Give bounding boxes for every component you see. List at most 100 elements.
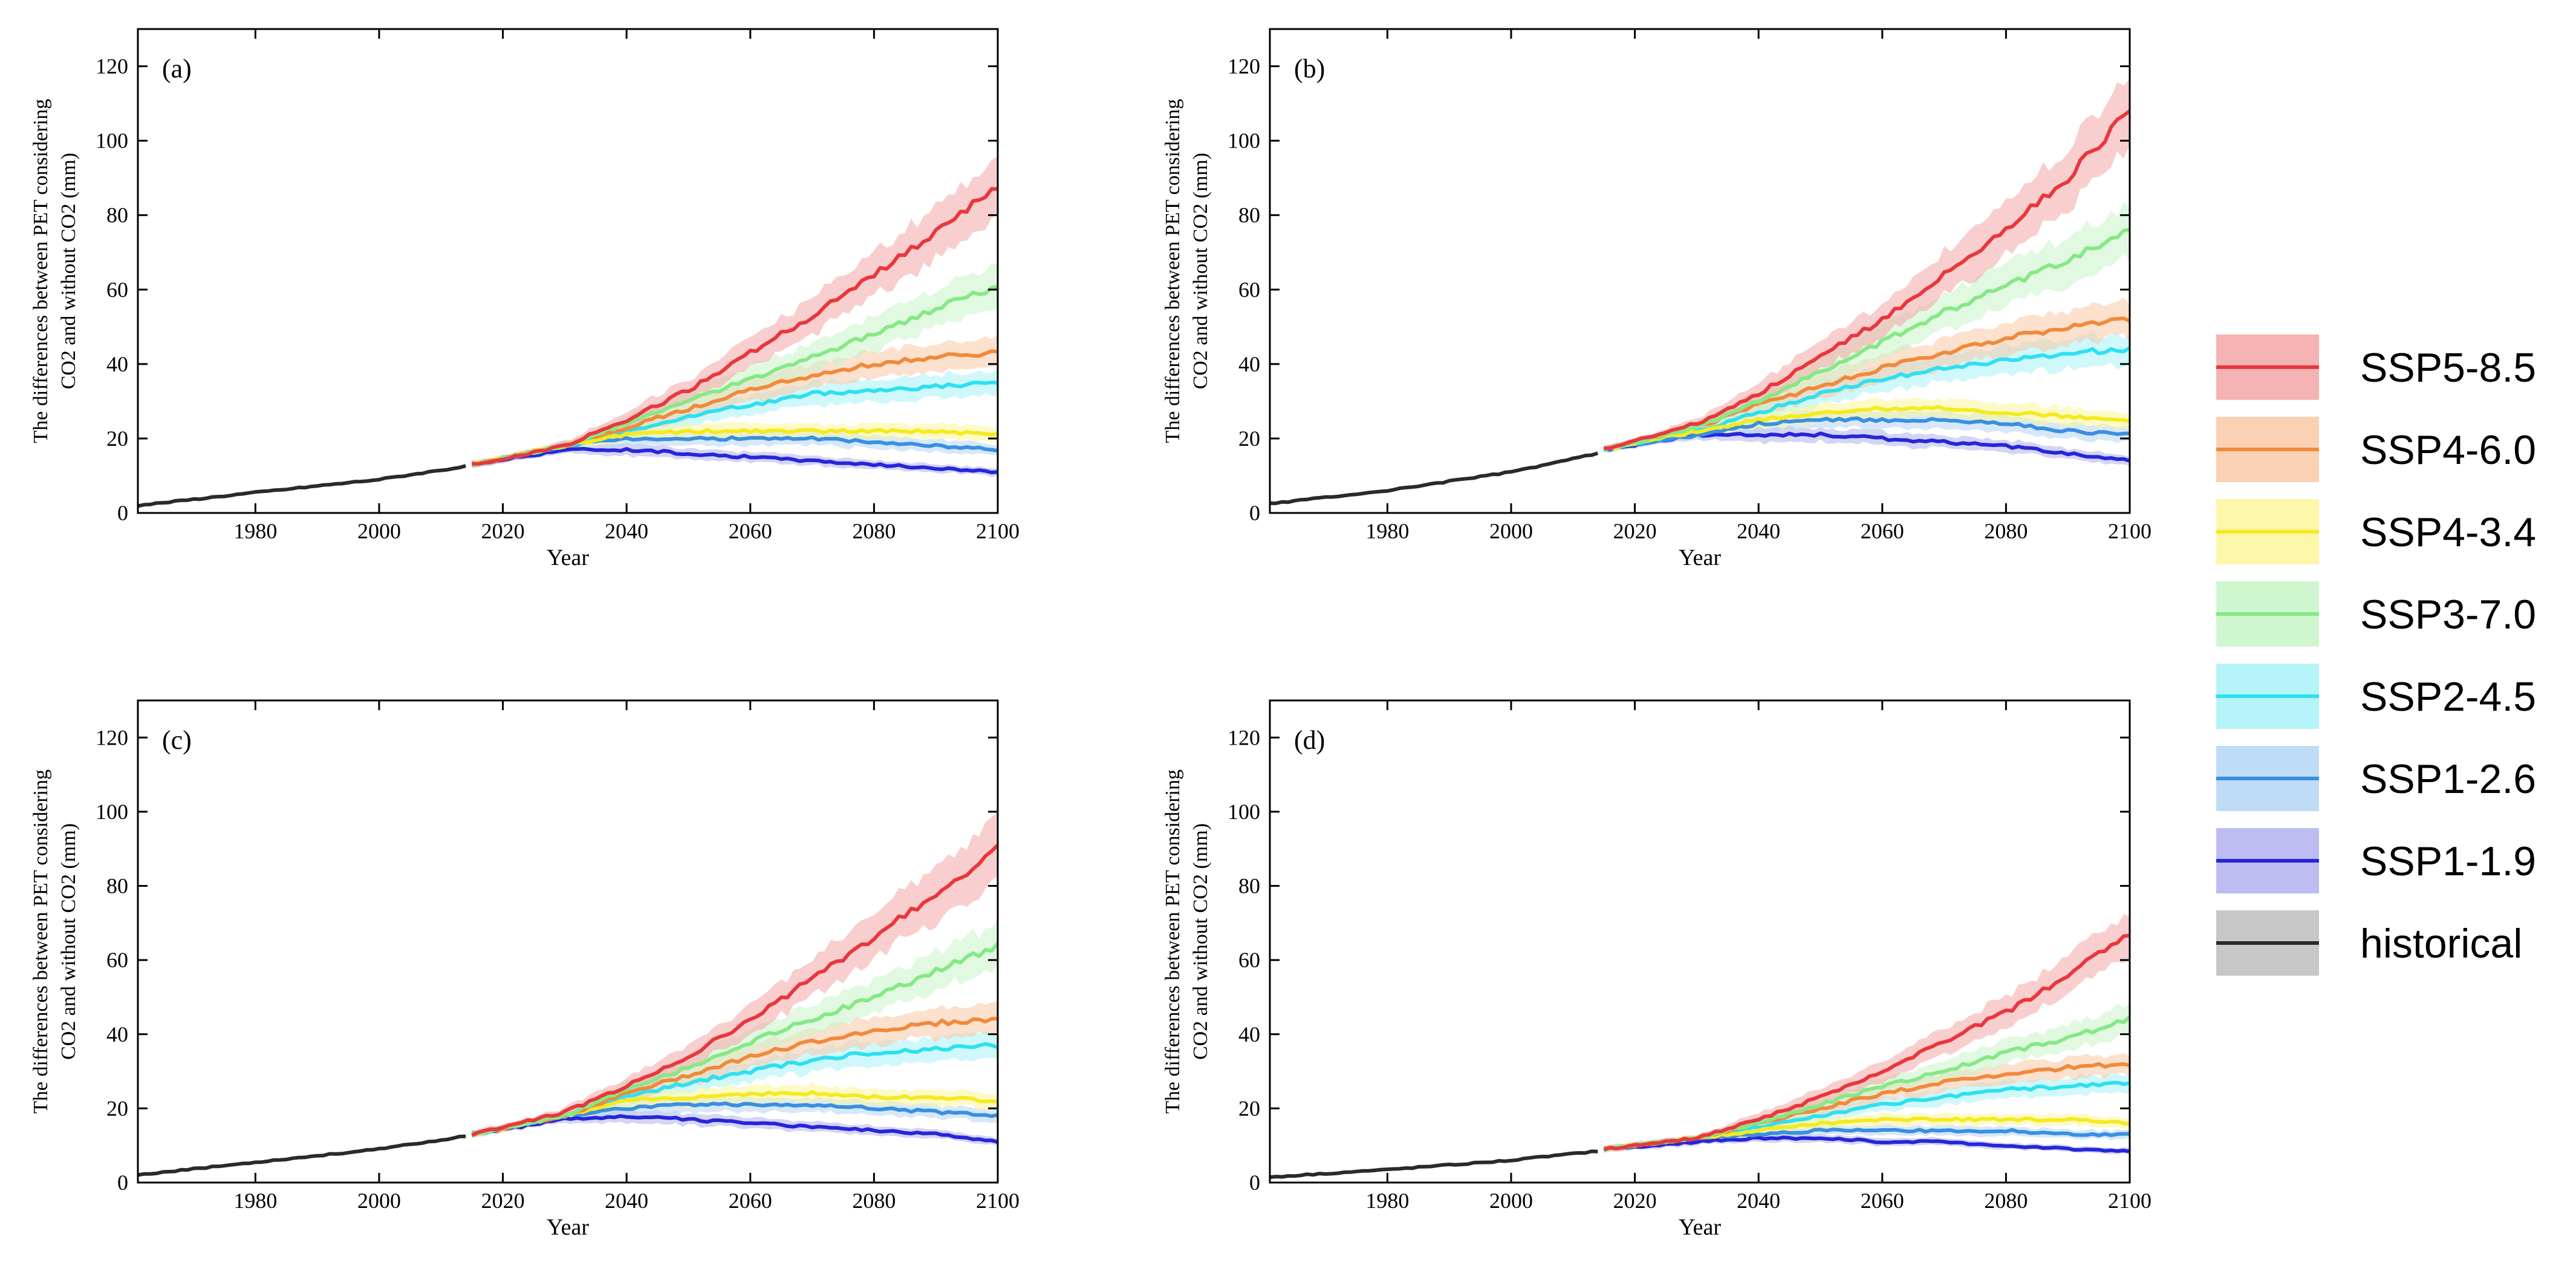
band-ssp4-3-4 xyxy=(1604,1112,2130,1152)
y-tick-label: 100 xyxy=(96,800,128,824)
x-tick-label: 1980 xyxy=(1365,1189,1409,1213)
y-tick-label: 60 xyxy=(1238,278,1260,302)
series-line-historical xyxy=(1270,451,1599,506)
y-tick-label: 120 xyxy=(1228,725,1260,749)
x-tick-label: 2020 xyxy=(481,519,525,543)
x-axis-label: Year xyxy=(1679,1215,1721,1240)
x-tick-label: 2100 xyxy=(2108,519,2152,543)
y-axis-label-line1: The differences between PET considering xyxy=(1162,99,1184,443)
y-tick-label: 80 xyxy=(106,203,128,227)
series-line-historical xyxy=(138,1134,466,1177)
legend-label: SSP5-8.5 xyxy=(2360,345,2536,391)
chart-panel-a: 1980 2000 2020 2040 2060 2080 2100020406080100… xyxy=(30,28,1020,570)
y-tick-label: 0 xyxy=(1249,1170,1260,1195)
x-axis-label: Year xyxy=(547,1215,589,1240)
x-tick-label: 2020 xyxy=(481,1189,525,1213)
x-tick-label: 2080 xyxy=(1984,519,2028,543)
axes-frame xyxy=(137,28,999,514)
y-tick-label: 0 xyxy=(117,501,128,525)
y-tick-label: 100 xyxy=(1228,129,1260,153)
y-tick-label: 120 xyxy=(96,725,128,749)
legend-label: SSP4-6.0 xyxy=(2360,427,2536,473)
y-tick-label: 40 xyxy=(106,352,128,376)
series-line-ssp3-7-0 xyxy=(471,942,998,1137)
legend-label: SSP2-4.5 xyxy=(2360,674,2536,720)
y-tick-label: 60 xyxy=(1238,948,1260,972)
legend-label: SSP4-3.4 xyxy=(2360,509,2536,555)
y-axis-label-line2: CO2 and without CO2 (mm) xyxy=(1189,823,1212,1060)
series-line-historical xyxy=(1270,1149,1598,1180)
legend-label: historical xyxy=(2360,921,2522,967)
legend-item-ssp5-8-5: SSP5-8.5 xyxy=(2216,335,2536,400)
plot-area xyxy=(1270,79,2130,506)
x-tick-label: 2100 xyxy=(2108,1189,2152,1213)
y-tick-label: 20 xyxy=(1238,426,1260,451)
x-tick-label: 2060 xyxy=(1861,519,1904,543)
x-tick-label: 2020 xyxy=(1613,1189,1657,1213)
x-tick-label: 2040 xyxy=(1737,1189,1780,1213)
panels: 1980 2000 2020 2040 2060 2080 2100020406080100… xyxy=(30,28,2152,1240)
y-axis-label-line2: CO2 and without CO2 (mm) xyxy=(1189,153,1212,390)
panel-label: (d) xyxy=(1294,725,1325,755)
series-line-historical xyxy=(138,464,467,508)
axes-frame xyxy=(1269,699,2131,1184)
series-line-ssp5-8-5 xyxy=(471,844,998,1137)
chart-panel-b: 1980 2000 2020 2040 2060 2080 2100020406080100… xyxy=(1162,28,2152,570)
axes-frame xyxy=(137,699,999,1184)
legend-label: SSP3-7.0 xyxy=(2360,592,2536,638)
y-tick-label: 100 xyxy=(1228,800,1260,824)
axes-frame xyxy=(1269,28,2131,514)
series-line-ssp5-8-5 xyxy=(1603,933,2130,1152)
y-tick-label: 80 xyxy=(106,874,128,898)
series-line-ssp1-1-9 xyxy=(1604,1135,2130,1154)
series-line-ssp1-2-6 xyxy=(1604,416,2130,452)
legend-item-historical: historical xyxy=(2216,910,2522,976)
x-tick-label: 2020 xyxy=(1613,519,1657,543)
plot-area xyxy=(1270,914,2130,1180)
series-line-ssp5-8-5 xyxy=(1604,109,2130,451)
panel-label: (b) xyxy=(1294,54,1325,83)
x-tick-label: 2040 xyxy=(605,519,648,543)
x-tick-label: 2040 xyxy=(605,1189,648,1213)
x-tick-label: 2060 xyxy=(1861,1189,1904,1213)
legend-item-ssp1-1-9: SSP1-1.9 xyxy=(2216,828,2536,893)
y-tick-label: 20 xyxy=(106,426,128,451)
legend-item-ssp4-6-0: SSP4-6.0 xyxy=(2216,417,2536,482)
y-tick-label: 20 xyxy=(1238,1096,1260,1120)
y-tick-label: 80 xyxy=(1238,874,1260,898)
chart-panel-c: 1980 2000 2020 2040 2060 2080 2100020406080100… xyxy=(30,699,1020,1240)
x-axis-label: Year xyxy=(1679,545,1721,570)
y-axis-label-line1: The differences between PET considering xyxy=(1162,769,1184,1114)
x-axis-label: Year xyxy=(547,545,589,570)
y-axis-label-line2: CO2 and without CO2 (mm) xyxy=(57,153,80,390)
x-tick-label: 1980 xyxy=(1365,519,1409,543)
x-tick-label: 2060 xyxy=(729,519,772,543)
series-line-ssp5-8-5 xyxy=(472,187,998,466)
y-tick-label: 40 xyxy=(1238,352,1260,376)
y-tick-label: 60 xyxy=(106,948,128,972)
band-ssp4-3-4 xyxy=(1604,397,2130,452)
y-axis-label-line1: The differences between PET considering xyxy=(30,769,52,1114)
chart-panel-d: 1980 2000 2020 2040 2060 2080 2100020406080100… xyxy=(1162,699,2152,1240)
panel-label: (c) xyxy=(162,725,192,755)
plot-area xyxy=(138,156,998,508)
y-tick-label: 100 xyxy=(96,129,128,153)
series-line-ssp3-7-0 xyxy=(1603,227,2130,452)
series-line-ssp4-3-4 xyxy=(1603,405,2130,452)
legend-item-ssp4-3-4: SSP4-3.4 xyxy=(2216,499,2536,564)
legend-label: SSP1-2.6 xyxy=(2360,756,2536,802)
x-tick-label: 1980 xyxy=(233,519,277,543)
x-tick-label: 2000 xyxy=(357,519,401,543)
y-axis-label-line1: The differences between PET considering xyxy=(30,99,52,443)
y-axis-label-line2: CO2 and without CO2 (mm) xyxy=(57,823,80,1060)
plot-area xyxy=(138,812,998,1177)
x-tick-label: 2080 xyxy=(852,1189,896,1213)
x-tick-label: 2000 xyxy=(1489,519,1533,543)
legend-item-ssp1-2-6: SSP1-2.6 xyxy=(2216,746,2536,811)
y-tick-label: 40 xyxy=(1238,1022,1260,1046)
series-line-ssp1-1-9 xyxy=(472,446,998,475)
x-tick-label: 2000 xyxy=(357,1189,401,1213)
y-tick-label: 120 xyxy=(1228,54,1260,79)
y-tick-label: 80 xyxy=(1238,203,1260,227)
